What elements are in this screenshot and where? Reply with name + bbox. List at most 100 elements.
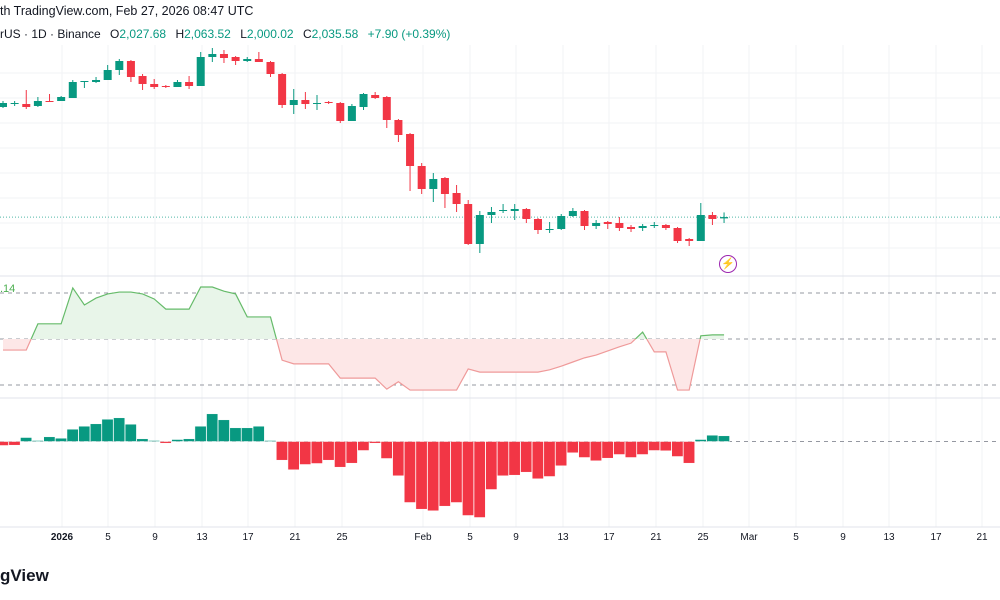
x-axis-tick-label: 21 xyxy=(650,532,662,543)
candle-down xyxy=(627,227,636,229)
x-axis-tick-label: 17 xyxy=(242,532,254,543)
candle-up xyxy=(545,229,554,230)
candle-up xyxy=(650,225,659,226)
x-axis-tick-label: Feb xyxy=(414,532,432,543)
histogram-bar-positive xyxy=(229,427,242,442)
lightning-icon[interactable]: ⚡ xyxy=(719,255,737,273)
histogram-bar-negative xyxy=(357,441,370,451)
histogram-bar-negative xyxy=(380,441,393,459)
x-axis-tick-label: 5 xyxy=(467,532,473,543)
candle-down xyxy=(708,215,717,219)
candle-up xyxy=(208,54,217,57)
candle-down xyxy=(417,166,426,189)
candle-up xyxy=(289,100,298,105)
x-axis-tick-label: 17 xyxy=(930,532,942,543)
candle-up xyxy=(57,97,66,101)
candle-up xyxy=(0,103,7,107)
candle-up xyxy=(592,223,601,226)
histogram-bar-negative xyxy=(299,441,312,465)
oscillator-fill-negative xyxy=(3,339,725,391)
attribution-text: th TradingView.com, Feb 27, 2026 08:47 U… xyxy=(0,4,254,18)
candle-up xyxy=(196,57,205,86)
high-value: 2,063.52 xyxy=(184,27,231,41)
x-axis-tick-label: 5 xyxy=(793,532,799,543)
x-axis-tick-label: 13 xyxy=(883,532,895,543)
candle-up xyxy=(10,103,19,104)
candle-up xyxy=(347,106,356,121)
histogram-bar-positive xyxy=(264,440,277,442)
x-axis-tick-label: 9 xyxy=(840,532,846,543)
histogram-bar-negative xyxy=(415,441,428,510)
x-axis-tick-label: 5 xyxy=(105,532,111,543)
histogram-bar-positive xyxy=(20,437,33,442)
histogram-bar-negative xyxy=(508,441,521,476)
histogram-bar-negative xyxy=(8,441,21,446)
histogram-bar-negative xyxy=(462,441,474,516)
candle-down xyxy=(22,104,31,107)
candle-up xyxy=(696,215,705,241)
candle-up xyxy=(103,70,112,80)
histogram-bar-positive xyxy=(148,440,160,442)
histogram-bar-positive xyxy=(124,423,137,442)
histogram-bar-negative xyxy=(345,441,358,464)
candle-down xyxy=(394,120,403,135)
candle-up xyxy=(475,215,484,244)
close-value: 2,035.58 xyxy=(311,27,359,41)
open-value: 2,027.68 xyxy=(119,27,167,41)
candle-down xyxy=(580,211,589,226)
histogram-bar-negative xyxy=(0,441,9,446)
symbol-info[interactable]: rUS · 1D · Binance xyxy=(0,27,101,41)
oscillator-line-positive xyxy=(30,286,725,339)
candle-up xyxy=(638,226,647,228)
histogram-bar-negative xyxy=(287,441,300,471)
candle-down xyxy=(266,62,275,74)
candle-down xyxy=(336,103,345,121)
low-value: 2,000.02 xyxy=(246,27,294,41)
histogram-bar-negative xyxy=(683,441,695,464)
x-axis-tick-label: 13 xyxy=(196,532,208,543)
candle-down xyxy=(231,57,240,61)
candle-down xyxy=(452,193,461,204)
x-axis-tick-label: 9 xyxy=(152,532,158,543)
candle-down xyxy=(615,223,624,228)
histogram-bar-negative xyxy=(392,441,405,477)
candle-up xyxy=(557,216,566,229)
x-axis-tick-label: 21 xyxy=(289,532,301,543)
histogram-bar-negative xyxy=(369,441,381,444)
histogram-bar-positive xyxy=(206,413,219,442)
x-axis-tick-label: Mar xyxy=(740,532,758,543)
candle-up xyxy=(499,210,508,211)
candle-up xyxy=(80,81,89,82)
candle-down xyxy=(126,61,135,77)
histogram-bar-positive xyxy=(55,437,67,442)
candle-down xyxy=(138,76,147,84)
candle-up xyxy=(313,103,322,104)
histogram-bar-negative xyxy=(427,441,440,512)
histogram-bar-negative xyxy=(648,441,661,451)
histogram-bar-positive xyxy=(241,427,253,442)
histogram-bar-negative xyxy=(531,441,544,480)
candle-down xyxy=(150,84,159,87)
candle-down xyxy=(185,82,194,86)
oscillator-line-negative xyxy=(3,339,701,391)
histogram-bar-negative xyxy=(636,441,649,455)
histogram-bar-negative xyxy=(485,441,498,490)
histogram-bar-positive xyxy=(113,417,126,442)
histogram-bar-positive xyxy=(136,438,149,442)
histogram-bar-negative xyxy=(310,441,323,464)
candle-down xyxy=(406,134,415,166)
histogram-bar-negative xyxy=(438,441,451,507)
change-value: +7.90 (+0.39%) xyxy=(367,27,451,41)
histogram-bar-positive xyxy=(183,438,195,442)
histogram-bar-positive xyxy=(252,425,265,442)
candle-down xyxy=(161,86,170,87)
candle-down xyxy=(254,59,263,62)
histogram-bar-negative xyxy=(624,441,637,458)
histogram-bar-negative xyxy=(497,441,509,477)
histogram-bar-negative xyxy=(322,441,335,461)
histogram-bar-positive xyxy=(43,436,56,442)
ohlc-legend: rUS · 1D · Binance O2,027.68 H2,063.52 L… xyxy=(0,27,450,41)
candle-down xyxy=(219,54,228,58)
candle-down xyxy=(603,222,612,224)
